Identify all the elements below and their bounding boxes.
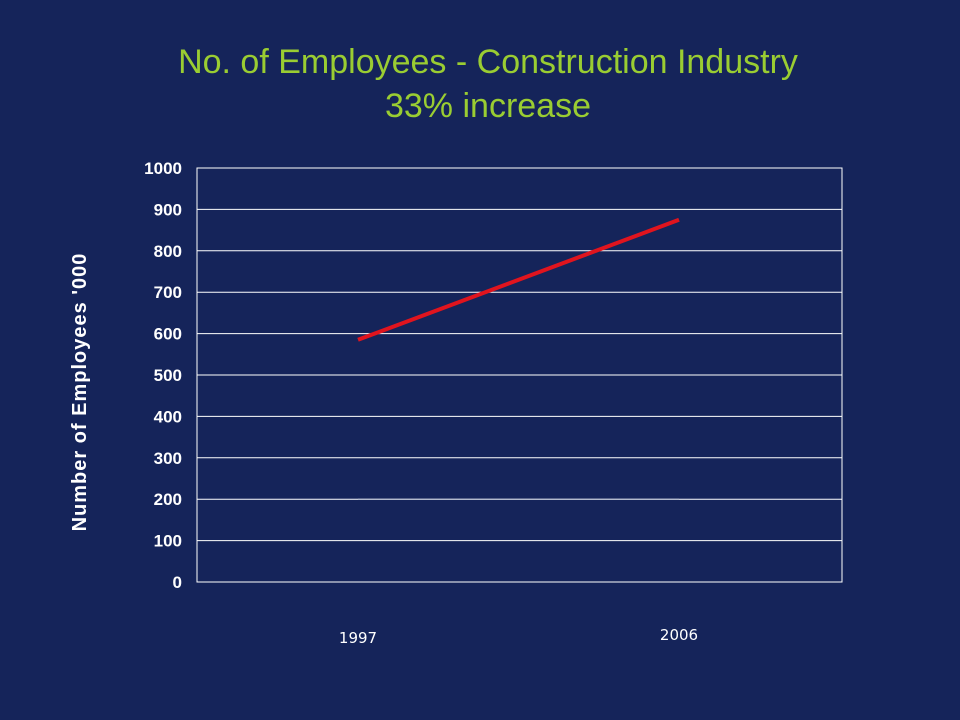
chart-subtitle: 33% increase <box>384 87 591 125</box>
y-axis-label: Number of Employees '000 <box>69 253 91 532</box>
chart-title-block: No. of Employees - Construction Industry… <box>0 40 960 128</box>
chart-title: No. of Employees - Construction Industry <box>178 43 798 81</box>
y-tick-label-100: 100 <box>154 532 182 551</box>
data-series <box>357 217 680 500</box>
x-axis-tick-labels: 1997 2006 <box>339 626 698 647</box>
y-tick-label-600: 600 <box>154 325 182 344</box>
y-tick-label-800: 800 <box>154 242 182 261</box>
y-tick-label-700: 700 <box>154 283 182 302</box>
plot-area-frame <box>196 167 843 583</box>
x-tick-label-1997: 1997 <box>339 629 377 647</box>
series-line-0 <box>357 217 680 342</box>
y-axis-tick-labels: 0 100 200 300 400 500 600 700 800 900 1000 <box>144 159 182 592</box>
y-tick-label-300: 300 <box>154 449 182 468</box>
y-tick-label-400: 400 <box>154 407 182 426</box>
gridlines <box>197 208 842 542</box>
y-tick-label-1000: 1000 <box>144 159 182 178</box>
y-tick-label-0: 0 <box>173 573 182 592</box>
y-tick-label-900: 900 <box>154 200 182 219</box>
y-tick-label-200: 200 <box>154 490 182 509</box>
y-tick-label-500: 500 <box>154 366 182 385</box>
x-tick-label-2006: 2006 <box>660 626 698 644</box>
